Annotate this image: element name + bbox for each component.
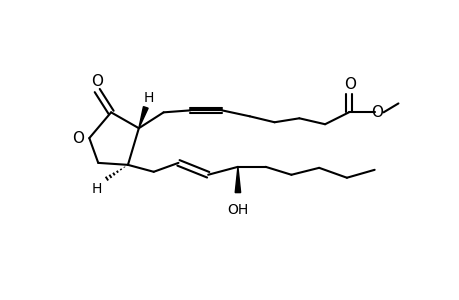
Polygon shape (139, 106, 148, 128)
Text: O: O (91, 74, 103, 89)
Text: H: H (92, 182, 102, 196)
Text: O: O (72, 130, 84, 146)
Text: O: O (343, 77, 355, 92)
Text: OH: OH (227, 202, 248, 217)
Polygon shape (235, 167, 240, 193)
Text: O: O (370, 105, 382, 120)
Text: H: H (143, 92, 154, 106)
